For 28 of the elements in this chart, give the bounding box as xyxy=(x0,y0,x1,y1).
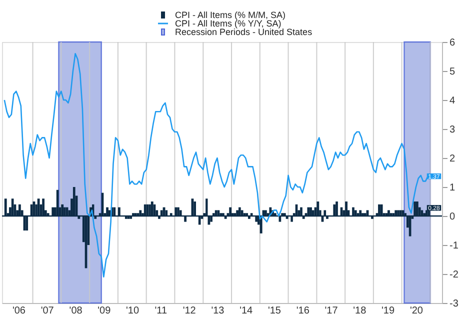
x-tick-label: '15 xyxy=(268,306,282,316)
y-tick-label: 4 xyxy=(450,96,456,106)
legend-label: CPI - All Items (% Y/Y, SA) xyxy=(175,18,282,28)
x-tick-label: '19 xyxy=(381,306,395,316)
x-tick-label: '12 xyxy=(182,306,196,316)
y-tick-label: 1 xyxy=(450,182,456,194)
legend-label: CPI - All Items (% M/M, SA) xyxy=(175,10,286,20)
y-tick-label: -3 xyxy=(450,298,459,310)
x-tick-label: '18 xyxy=(353,306,367,316)
y-tick-label: 2 xyxy=(450,154,456,164)
x-tick-label: '13 xyxy=(211,306,225,316)
y-tick-label: -2 xyxy=(450,270,459,280)
x-tick-label: '20 xyxy=(410,306,424,316)
y-tick-label: -1 xyxy=(450,240,459,252)
y-tick-label: 5 xyxy=(450,66,456,78)
y-tick-label: 6 xyxy=(450,38,456,48)
x-tick-label: '14 xyxy=(240,306,254,316)
x-tick-label: '09 xyxy=(98,306,112,316)
x-tick-label: '07 xyxy=(40,306,54,316)
x-tick-label: '06 xyxy=(12,306,26,316)
x-tick-label: '10 xyxy=(126,306,140,316)
legend-label: Recession Periods - United States xyxy=(175,27,313,37)
y-tick-label: 3 xyxy=(450,124,456,136)
x-tick-label: '08 xyxy=(69,306,83,316)
y-tick-label: 0 xyxy=(450,212,456,222)
x-tick-label: '11 xyxy=(154,306,168,316)
x-tick-label: '16 xyxy=(296,306,310,316)
x-tick-label: '17 xyxy=(324,306,338,316)
